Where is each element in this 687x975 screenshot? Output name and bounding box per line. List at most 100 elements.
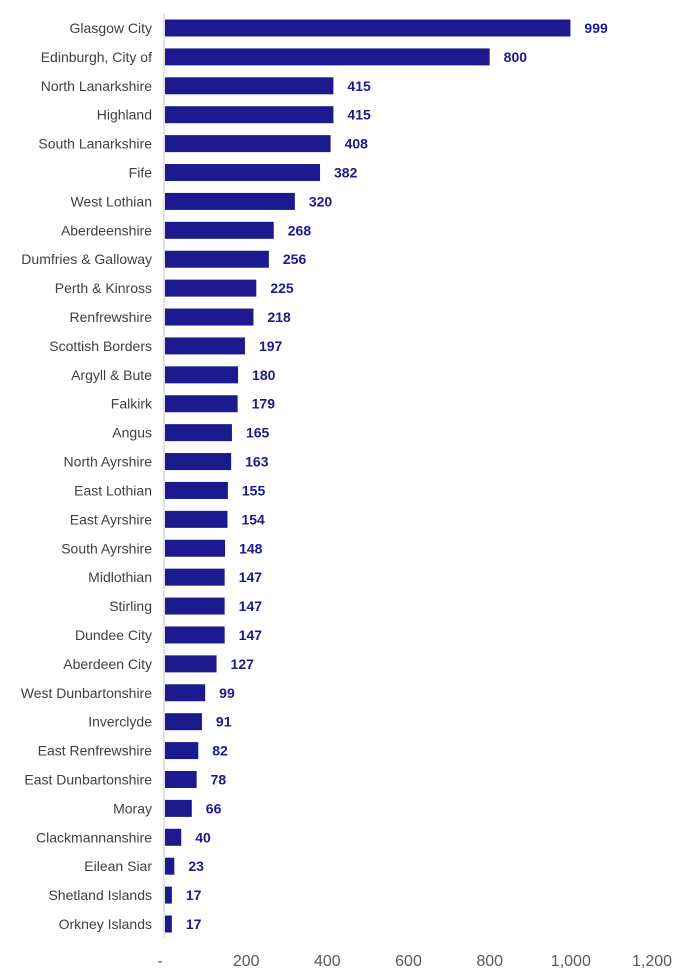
category-label: Inverclyde [88,714,152,730]
bar [165,597,225,615]
data-label: 163 [245,454,269,470]
bar [165,568,225,586]
bar [165,510,228,528]
data-label: 99 [219,685,235,701]
category-label: Clackmannanshire [36,829,152,845]
x-tick-label: 800 [476,953,503,970]
category-label: Perth & Kinross [55,280,152,296]
category-label: Fife [129,165,153,181]
data-label: 17 [186,916,202,932]
data-label: 147 [239,627,263,643]
bar [165,539,226,557]
category-label: Edinburgh, City of [41,49,152,65]
bar [165,684,206,702]
category-label: South Lanarkshire [38,136,152,152]
category-label: Dundee City [75,627,152,643]
bar [165,886,172,904]
category-label: Angus [112,425,152,441]
category-label: Midlothian [88,569,152,585]
x-tick-label: 1,000 [551,953,591,970]
bar [165,915,172,933]
data-label: 197 [259,338,283,354]
category-label: North Ayrshire [64,454,153,470]
bar [165,626,225,644]
data-label: 165 [246,425,270,441]
category-label: Shetland Islands [48,887,152,903]
bar [165,828,182,846]
category-label: West Dunbartonshire [21,685,152,701]
bar [165,19,571,37]
bar [165,48,490,66]
category-label: Argyll & Bute [71,367,152,383]
x-tick-label: - [157,953,162,970]
bar [165,770,197,788]
data-label: 415 [347,107,371,123]
data-label: 179 [252,396,276,412]
bar [165,742,199,760]
data-label: 800 [504,49,528,65]
category-label: Falkirk [111,396,153,412]
data-label: 82 [212,743,228,759]
data-label: 40 [195,829,211,845]
data-label: 408 [345,136,369,152]
category-label: Eilean Siar [84,858,152,874]
bar [165,799,192,817]
category-label: South Ayrshire [61,540,152,556]
data-label: 78 [211,771,227,787]
data-label: 155 [242,482,266,498]
bar [165,395,238,413]
category-label: East Lothian [74,482,152,498]
data-label: 147 [239,598,263,614]
bar [165,366,239,384]
category-label: Highland [97,107,152,123]
category-label: West Lothian [71,193,152,209]
category-label: East Renfrewshire [38,743,153,759]
data-label: 415 [347,78,371,94]
bar [165,164,321,182]
category-label: Stirling [109,598,152,614]
x-tick-label: 400 [314,953,341,970]
data-label: 66 [206,800,222,816]
bar [165,424,232,442]
data-label: 256 [283,251,307,267]
bar [165,453,232,471]
category-label: Moray [113,800,152,816]
bar [165,135,331,153]
bar [165,77,334,95]
data-label: 154 [241,511,265,527]
bar [165,337,245,355]
data-label: 23 [188,858,204,874]
bar [165,713,202,731]
bar [165,655,217,673]
category-label: Dumfries & Galloway [21,251,152,267]
category-label: Scottish Borders [49,338,152,354]
data-label: 127 [231,656,255,672]
data-label: 147 [239,569,263,585]
data-label: 320 [309,193,333,209]
data-label: 91 [216,714,232,730]
category-label: North Lanarkshire [41,78,152,94]
data-label: 225 [270,280,294,296]
bar [165,857,175,875]
category-label: East Dunbartonshire [24,771,152,787]
bar [165,481,228,499]
category-label: East Ayrshire [70,511,152,527]
category-label: Glasgow City [70,20,152,36]
data-label: 999 [584,20,608,36]
bar [165,192,295,210]
data-label: 268 [288,222,312,238]
x-tick-label: 200 [233,953,260,970]
category-label: Aberdeenshire [61,222,152,238]
bar [165,106,334,124]
category-label: Aberdeen City [63,656,152,672]
bar [165,250,269,268]
data-label: 180 [252,367,276,383]
bar [165,221,274,239]
category-label: Orkney Islands [59,916,152,932]
x-tick-label: 600 [395,953,422,970]
data-label: 148 [239,540,263,556]
category-label: Renfrewshire [70,309,153,325]
data-label: 382 [334,165,358,181]
bar [165,279,257,297]
